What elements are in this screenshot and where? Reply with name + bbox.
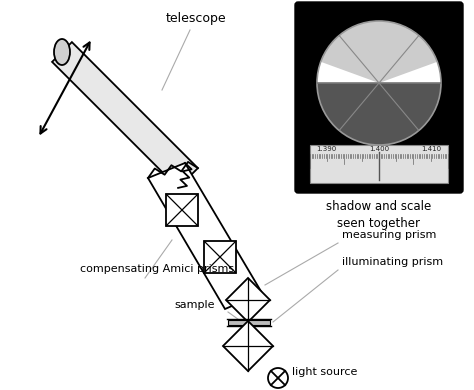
Polygon shape <box>166 195 198 225</box>
Text: sample: sample <box>175 300 215 310</box>
Polygon shape <box>148 163 262 309</box>
Text: measuring prism: measuring prism <box>342 230 437 240</box>
Text: telescope: telescope <box>166 12 226 25</box>
FancyBboxPatch shape <box>295 2 463 193</box>
Polygon shape <box>228 320 270 325</box>
Polygon shape <box>52 42 198 188</box>
Text: light source: light source <box>292 367 357 377</box>
Text: 1.410: 1.410 <box>421 146 441 152</box>
Ellipse shape <box>54 39 70 65</box>
Polygon shape <box>204 241 236 273</box>
Circle shape <box>268 368 288 388</box>
Text: shadow and scale
seen together: shadow and scale seen together <box>327 200 432 230</box>
Wedge shape <box>317 83 441 145</box>
Wedge shape <box>317 21 441 83</box>
Text: 1.400: 1.400 <box>369 146 389 152</box>
Polygon shape <box>226 278 270 322</box>
Text: compensating Amici prisms: compensating Amici prisms <box>80 264 234 274</box>
FancyBboxPatch shape <box>310 145 448 183</box>
Text: illuminating prism: illuminating prism <box>342 257 443 267</box>
Polygon shape <box>223 321 273 371</box>
Wedge shape <box>321 21 437 83</box>
Text: 1.390: 1.390 <box>317 146 337 152</box>
